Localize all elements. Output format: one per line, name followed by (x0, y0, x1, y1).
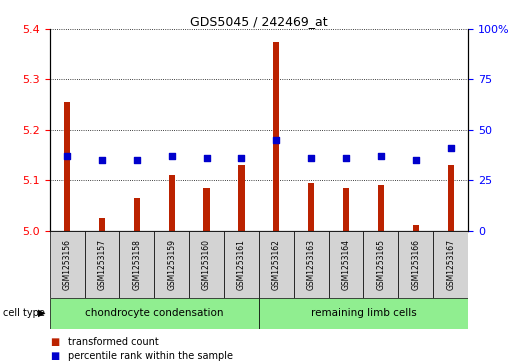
Point (202, 155, 211, 161)
Point (63, 153, 71, 159)
Text: GSM1253165: GSM1253165 (377, 238, 385, 290)
Bar (189, 231, 224, 298)
Point (237, 155, 246, 161)
Bar (203, 188, 210, 231)
Point (342, 155, 350, 161)
Bar (50, 298, 259, 329)
Bar (294, 231, 328, 298)
Point (272, 137, 280, 143)
Bar (343, 188, 349, 231)
Bar (308, 183, 314, 231)
Text: GSM1253164: GSM1253164 (342, 238, 350, 290)
Point (377, 153, 385, 159)
Text: GSM1253163: GSM1253163 (306, 238, 316, 290)
Bar (134, 198, 140, 231)
Bar (399, 231, 433, 298)
Bar (85, 231, 119, 298)
Text: GSM1253161: GSM1253161 (237, 238, 246, 290)
Text: cell type: cell type (3, 308, 44, 318)
Bar (448, 165, 454, 231)
Point (98, 157, 106, 163)
Text: GSM1253156: GSM1253156 (63, 238, 72, 290)
Title: GDS5045 / 242469_at: GDS5045 / 242469_at (190, 15, 328, 28)
Text: chondrocyte condensation: chondrocyte condensation (85, 308, 223, 318)
Bar (224, 231, 259, 298)
Bar (99, 218, 105, 231)
Point (307, 155, 315, 161)
Bar (273, 42, 279, 231)
Text: transformed count: transformed count (68, 337, 159, 347)
Bar (259, 231, 294, 298)
Text: GSM1253160: GSM1253160 (202, 238, 211, 290)
Bar (168, 175, 175, 231)
Bar (259, 298, 468, 329)
Text: GSM1253166: GSM1253166 (411, 238, 420, 290)
Text: GSM1253159: GSM1253159 (167, 238, 176, 290)
Text: remaining limb cells: remaining limb cells (311, 308, 416, 318)
Bar (64, 102, 70, 231)
Bar (154, 231, 189, 298)
Bar (50, 231, 85, 298)
Bar (119, 231, 154, 298)
Point (133, 157, 141, 163)
Bar (378, 185, 384, 231)
Point (412, 157, 420, 163)
Text: GSM1253157: GSM1253157 (97, 238, 107, 290)
Text: ■: ■ (50, 337, 59, 347)
Bar (238, 165, 245, 231)
Text: GSM1253158: GSM1253158 (132, 238, 141, 290)
Text: GSM1253167: GSM1253167 (446, 238, 455, 290)
Text: GSM1253162: GSM1253162 (272, 238, 281, 290)
Point (447, 145, 455, 151)
Bar (328, 231, 363, 298)
Point (167, 153, 176, 159)
Bar (413, 225, 419, 231)
Text: percentile rank within the sample: percentile rank within the sample (68, 351, 233, 361)
Text: ▶: ▶ (38, 308, 45, 318)
Text: ■: ■ (50, 351, 59, 361)
Bar (433, 231, 468, 298)
Bar (363, 231, 399, 298)
